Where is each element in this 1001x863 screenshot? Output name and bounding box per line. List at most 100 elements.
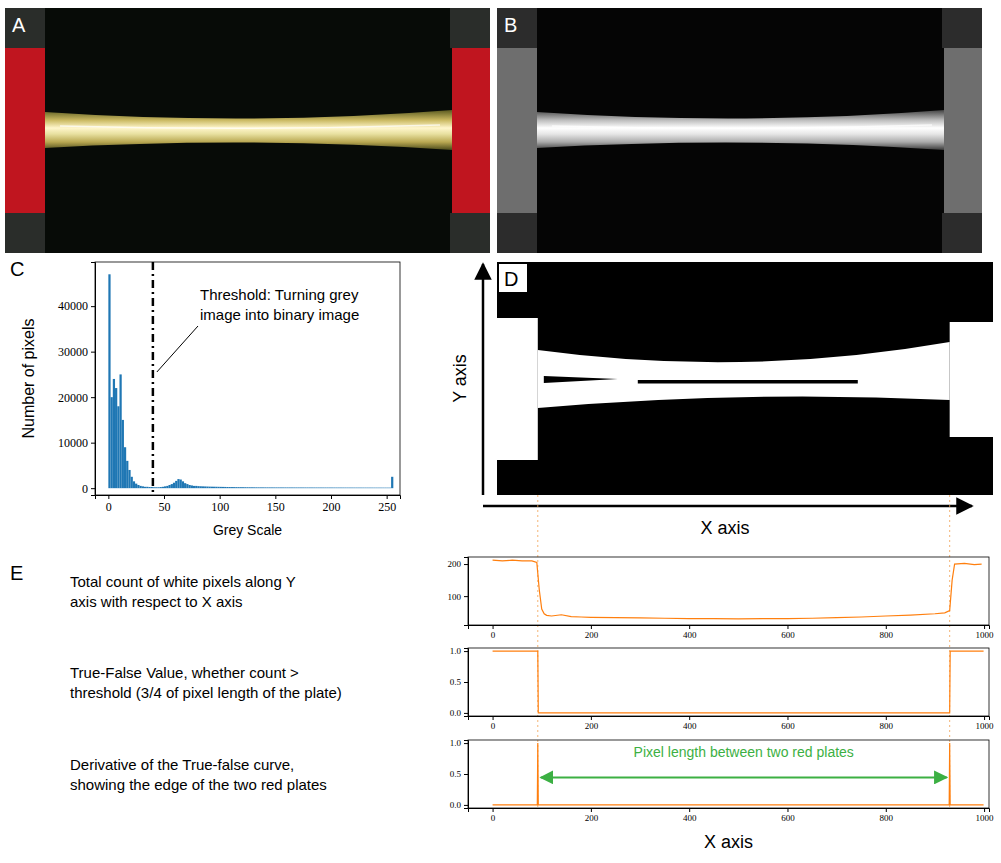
bar — [340, 487, 342, 489]
axis: 0.00.51.0 — [450, 738, 469, 810]
tick-mark — [591, 716, 592, 720]
bar — [273, 487, 275, 489]
bar — [209, 487, 211, 489]
bar — [258, 487, 260, 489]
tick-label: 150 — [267, 500, 285, 514]
bar — [364, 487, 366, 489]
bar — [355, 487, 357, 489]
figure: AB050100150200250010000200003000040000Th… — [0, 0, 1001, 863]
bar — [262, 487, 264, 489]
binary-image — [497, 262, 993, 495]
axis-line — [469, 809, 990, 813]
tick-label: 1000 — [976, 630, 995, 640]
bar — [255, 487, 257, 489]
photo-background — [5, 8, 490, 253]
tick-mark — [787, 808, 788, 812]
tick-mark — [464, 682, 468, 683]
bar — [315, 487, 317, 489]
bar — [131, 477, 133, 488]
bar — [320, 487, 322, 489]
bar — [246, 487, 248, 489]
bar — [217, 487, 219, 488]
photo-background — [497, 8, 982, 253]
tick-mark — [787, 716, 788, 720]
bar — [215, 487, 217, 488]
tick: 0 — [82, 482, 95, 496]
tick-label: 1.0 — [450, 646, 462, 656]
tick-mark — [984, 808, 985, 812]
tick-mark — [464, 743, 468, 744]
tick-mark — [464, 713, 468, 714]
bar — [391, 477, 393, 488]
bar — [384, 487, 386, 489]
bar — [344, 487, 346, 489]
bar — [369, 487, 371, 489]
axis: 0.00.51.0 — [450, 646, 469, 718]
tick: 1000 — [976, 625, 995, 640]
tick-mark — [464, 596, 468, 597]
clamp — [5, 8, 45, 48]
axis-line — [464, 558, 469, 626]
bar — [155, 487, 157, 489]
tick-mark — [464, 805, 468, 806]
bar — [126, 461, 128, 488]
bar — [240, 487, 242, 488]
bar — [347, 487, 349, 489]
axis-line — [464, 741, 469, 809]
description: threshold (3/4 of pixel length of the pl… — [70, 684, 342, 701]
tick-label: 600 — [781, 630, 795, 640]
tick-mark — [493, 716, 494, 720]
tick-mark — [91, 352, 95, 353]
bar — [338, 487, 340, 489]
axis-line — [464, 649, 469, 717]
threshold-line — [152, 262, 155, 495]
tick: 40000 — [58, 299, 95, 313]
plot-frame — [468, 740, 989, 808]
axis-line — [469, 626, 990, 630]
clamp — [450, 8, 490, 48]
bar — [318, 487, 320, 489]
axis-title: Grey Scale — [213, 522, 282, 538]
bar — [280, 487, 282, 489]
plate — [944, 48, 982, 213]
axis: 02004006008001000 — [469, 716, 995, 731]
tick-mark — [493, 625, 494, 629]
tick: 200 — [448, 559, 469, 569]
bar — [278, 487, 280, 489]
description: showing the edge of the two red plates — [70, 776, 327, 793]
bar — [184, 483, 186, 488]
tick: 600 — [781, 808, 795, 823]
label-patch — [499, 264, 527, 292]
bar — [324, 487, 326, 489]
figure-svg: AB050100150200250010000200003000040000Th… — [0, 0, 1001, 863]
bar — [251, 487, 253, 489]
tick: 0 — [106, 495, 112, 514]
mask-gap — [544, 376, 618, 383]
tick-mark — [464, 774, 468, 775]
histogram-panel: 050100150200250010000200003000040000Thre… — [20, 262, 401, 538]
panel-label: C — [10, 258, 24, 280]
tick-label: 100 — [448, 592, 462, 602]
bar — [140, 486, 142, 488]
tendon-highlight — [552, 125, 932, 128]
bar — [220, 487, 222, 488]
tick: 1000 — [976, 808, 995, 823]
bar — [117, 406, 119, 488]
clamp — [497, 213, 537, 253]
mask-gap — [638, 380, 858, 384]
bar — [302, 487, 304, 489]
bar — [162, 487, 164, 488]
tick-label: 0.5 — [450, 677, 462, 687]
bar — [226, 487, 228, 488]
bar — [197, 486, 199, 488]
bar — [362, 487, 364, 489]
bar — [244, 487, 246, 489]
panel-label: B — [504, 14, 517, 36]
bar — [387, 487, 389, 489]
axis: 100 200 — [448, 558, 469, 626]
data-line — [493, 651, 984, 713]
leader-line — [157, 326, 198, 372]
bar — [193, 486, 195, 488]
tick: 400 — [683, 625, 697, 640]
tick: 1.0 — [450, 646, 468, 656]
